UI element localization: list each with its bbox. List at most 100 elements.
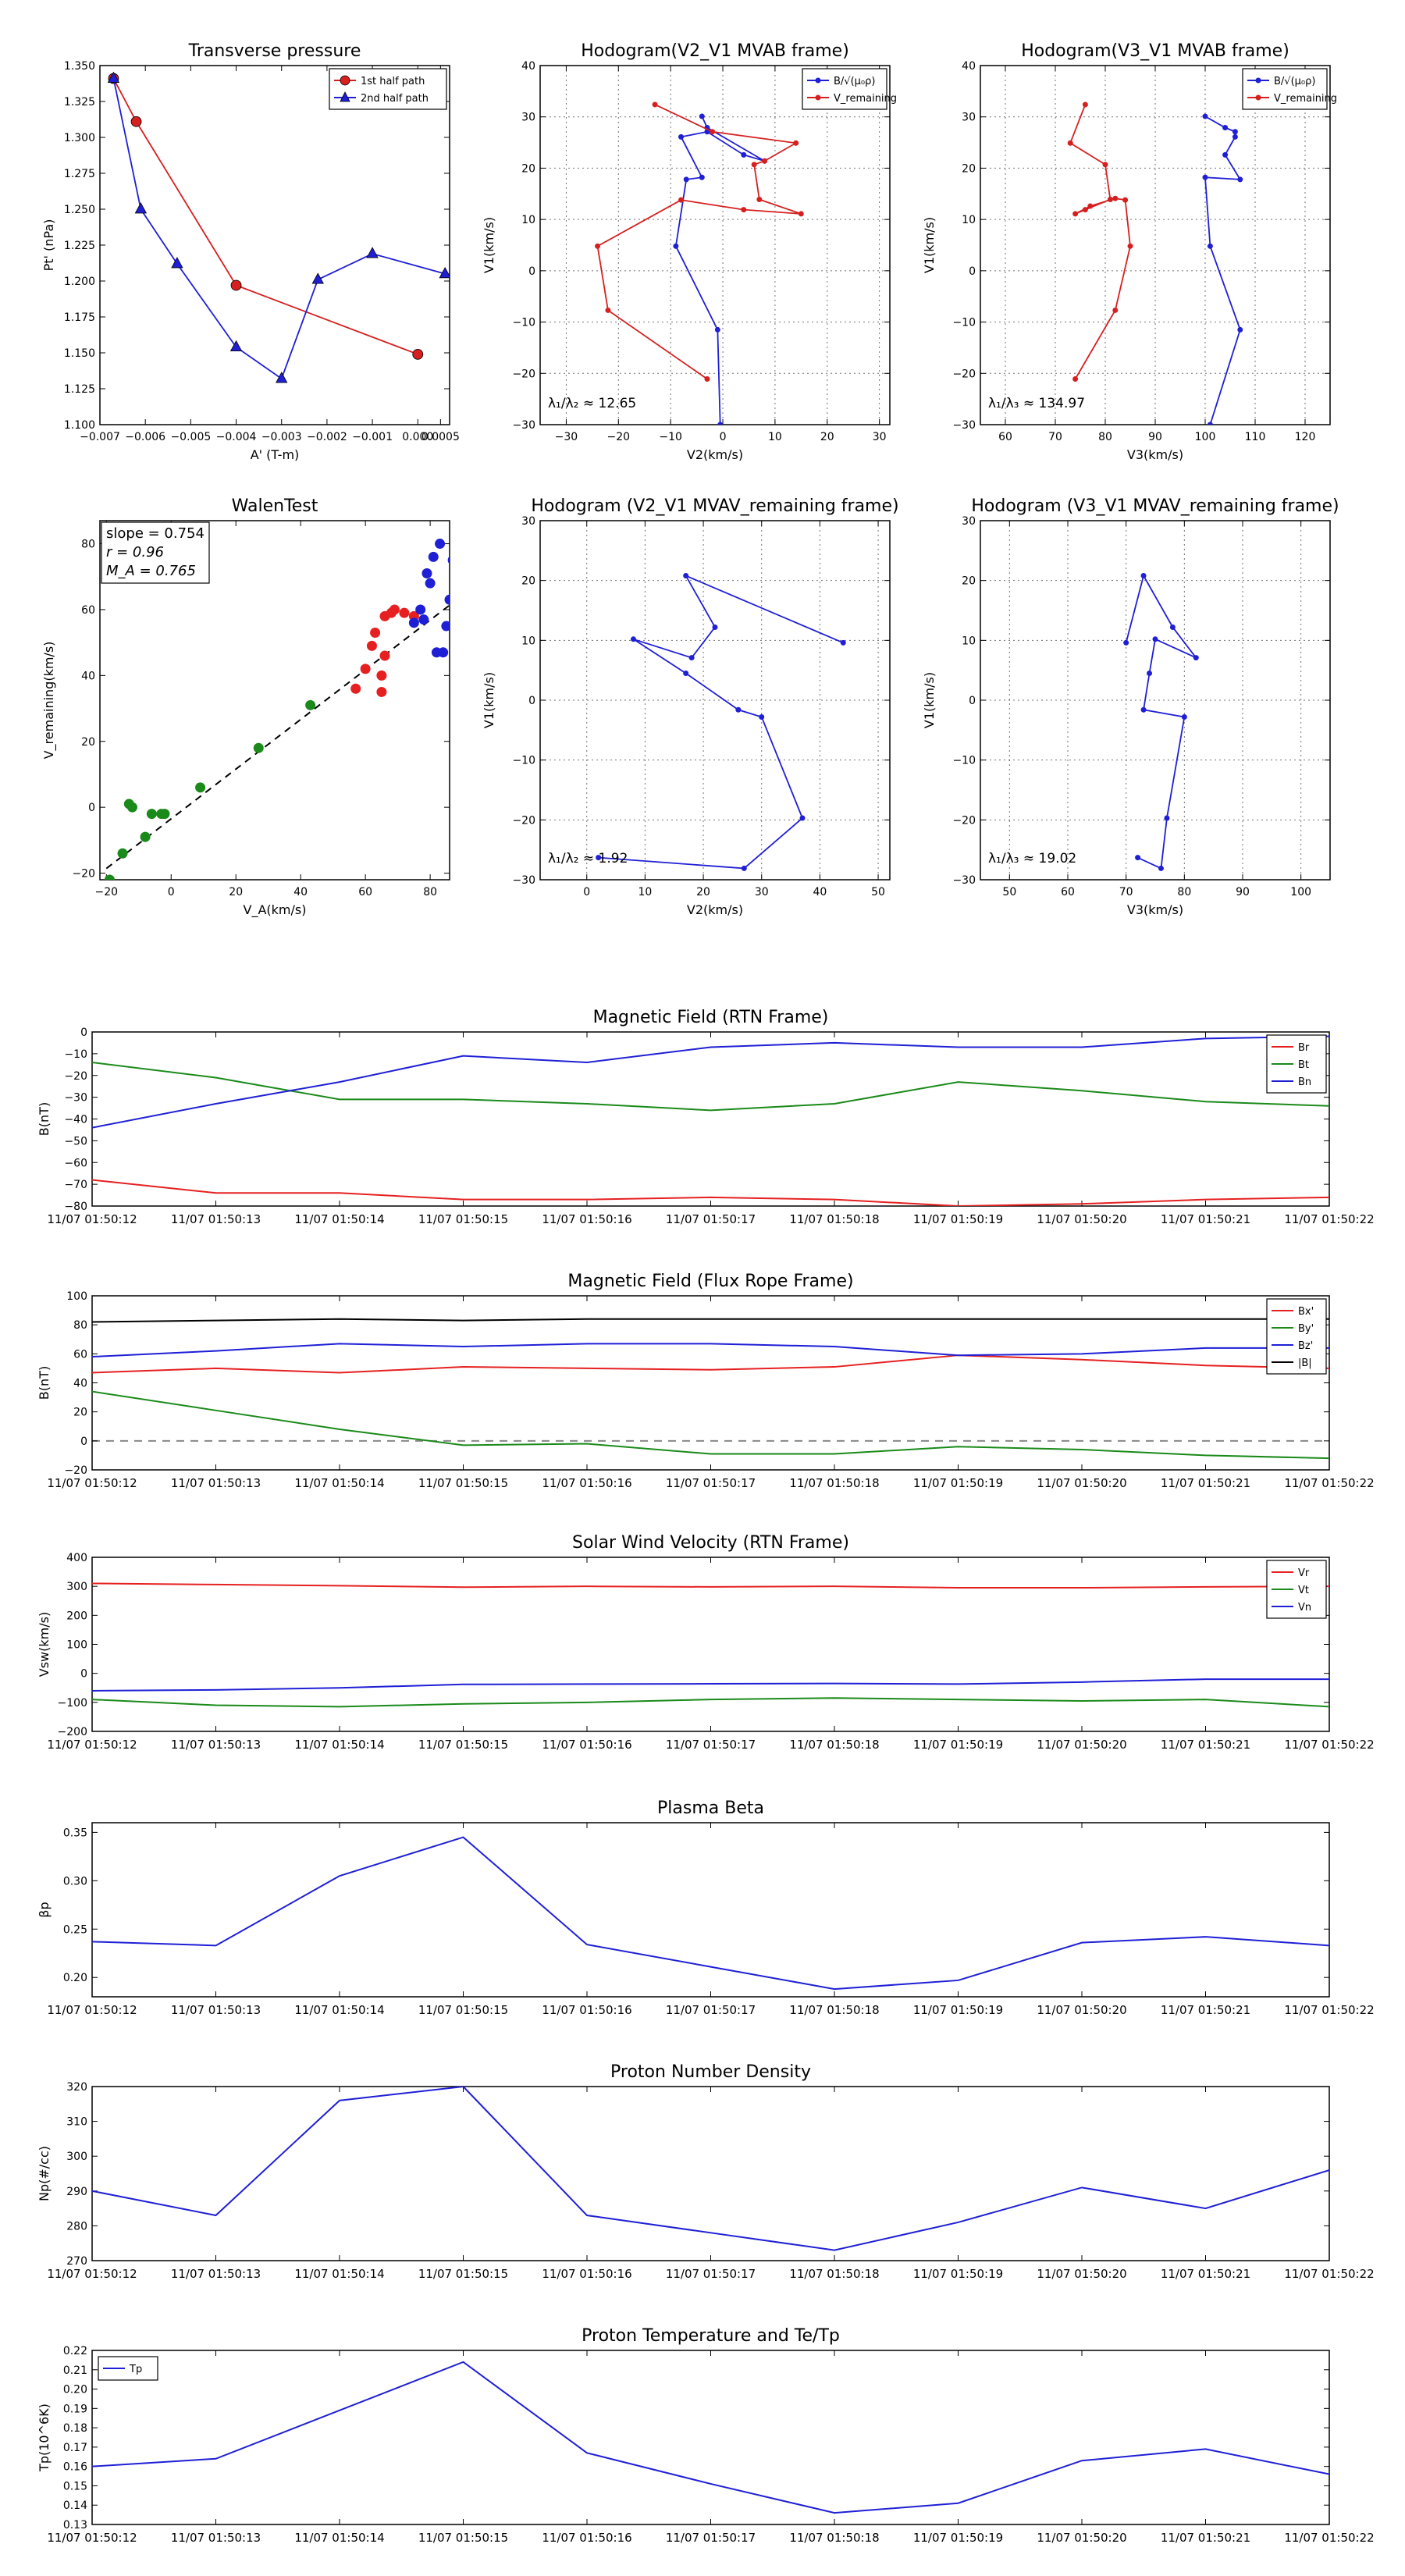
proton-number-density-ytick-label: 310 [66,2116,87,2129]
hodogram-v2-v1-mvab-legend-label: V_remaining [834,93,897,105]
hodogram-v3-v1-mvab-xlabel: V3(km/s) [1127,447,1183,462]
hodogram-v2-v1-mvab-series-0-point [683,176,689,183]
proton-number-density-xtick-label: 11/07 01:50:21 [1161,2267,1250,2281]
walen-test-series-2-point [428,551,439,562]
solar-wind-velocity-xtick-label: 11/07 01:50:18 [789,1738,879,1752]
proton-number-density-xtick-label: 11/07 01:50:16 [542,2267,631,2281]
hodogram-v2-v1-mvab-ytick-label: 0 [528,265,535,278]
transverse-pressure-legend-marker [340,75,350,86]
hodogram-v3-v1-mvav-ylabel: V1(km/s) [922,672,937,728]
hodogram-v3-v1-mvav-ytick-label: −20 [952,814,976,827]
plasma-beta-ytick-label: 0.20 [63,1972,87,1984]
solar-wind-velocity-xtick-label: 11/07 01:50:14 [294,1738,384,1752]
plasma-beta-xtick-label: 11/07 01:50:20 [1037,2003,1126,2017]
hodogram-v3-v1-mvab-series-0-point [1232,129,1238,135]
hodogram-v3-v1-mvav-xtick-label: 50 [1002,886,1016,898]
magnetic-field-rtn-xtick-label: 11/07 01:50:13 [171,1212,261,1226]
proton-number-density-ytick-label: 290 [66,2186,87,2198]
proton-number-density-title: Proton Number Density [610,2062,811,2082]
solar-wind-velocity-legend-label: Vt [1298,1585,1309,1596]
plasma-beta-xtick-label: 11/07 01:50:17 [666,2003,756,2017]
proton-temperature-ytick-label: 0.21 [63,2364,87,2377]
hodogram-v2-v1-mvav-xtick-label: 50 [871,886,885,898]
hodogram-v3-v1-mvab-xtick-label: 90 [1148,431,1162,443]
transverse-pressure-frame [99,65,450,425]
hodogram-v2-v1-mvav-xtick-label: 0 [583,886,590,898]
hodogram-v3-v1-mvab-ytick-label: 0 [969,265,976,278]
solar-wind-velocity-ytick-label: 100 [66,1639,87,1652]
hodogram-v2-v1-mvav-series-0-point [759,713,765,720]
walen-test-stats-r: r = 0.96 [106,544,164,560]
hodogram-v2-v1-mvab-series-1-point [704,376,710,382]
solar-wind-velocity-title: Solar Wind Velocity (RTN Frame) [572,1533,849,1553]
hodogram-v3-v1-mvav-ytick-label: 0 [969,695,976,707]
proton-temperature-xtick-label: 11/07 01:50:20 [1037,2531,1126,2545]
transverse-pressure-series-1-point [276,372,288,383]
transverse-pressure-series-1-point [171,257,183,269]
transverse-pressure-ylabel: Pt' (nPa) [41,219,56,272]
hodogram-v3-v1-mvav-annotation: λ₁/λ₃ ≈ 19.02 [988,851,1076,866]
magnetic-field-flux-rope-data [92,1318,1329,1460]
hodogram-v2-v1-mvab-ytick-label: −10 [512,317,535,329]
walen-test-series-2-point [447,556,450,564]
transverse-pressure-series-1-point [366,247,379,258]
hodogram-v2-v1-mvav-series-0-point [630,636,636,642]
hodogram-v2-v1-mvav-series-0-point [683,573,689,579]
walen-test-series-2-point [415,604,426,615]
hodogram-v2-v1-mvav-series-0-point [840,639,846,646]
hodogram-v3-v1-mvav-ytick-label: −10 [952,755,976,767]
hodogram-v2-v1-mvav-ytick-label: −10 [512,755,535,767]
hodogram-v3-v1-mvab-series-1-point [1067,140,1073,146]
plasma-beta-xtick-label: 11/07 01:50:16 [542,2003,631,2017]
walen-test-ylabel: V_remaining(km/s) [41,642,57,760]
plasma-beta-xtick-label: 11/07 01:50:15 [418,2003,508,2017]
hodogram-v3-v1-mvav-ytick-label: 20 [962,575,976,588]
hodogram-v3-v1-mvav-xtick-label: 80 [1177,886,1191,898]
walen-test-ytick-label: 80 [81,539,95,551]
hodogram-v2-v1-mvab-panel: Hodogram(V2_V1 MVAB frame) −30 −20 −10 0 10 20… [482,41,897,462]
walen-test-series-0-point [146,809,157,820]
transverse-pressure-series-0-point [130,116,142,127]
proton-temperature-ytick-label: 0.15 [63,2480,87,2492]
hodogram-v2-v1-mvav-series-0-point [712,624,718,630]
hodogram-v3-v1-mvav-panel: Hodogram (V3_V1 MVAV_remaining frame) −30… [922,496,1339,917]
hodogram-v2-v1-mvab-series-0-point [678,133,685,140]
proton-temperature-xtick-label: 11/07 01:50:22 [1284,2531,1374,2545]
proton-temperature-frame [91,2350,1330,2525]
magnetic-field-flux-rope-xtick-label: 11/07 01:50:19 [913,1476,1003,1490]
walen-test-series-0-point [305,699,316,710]
hodogram-v2-v1-mvab-frame [539,65,891,425]
proton-temperature-ytick-label: 0.13 [63,2519,87,2532]
hodogram-v3-v1-mvab-series-0-point [1207,422,1213,425]
hodogram-v2-v1-mvab-ytick-label: 30 [521,112,535,124]
magnetic-field-flux-rope-series-3-line [92,1318,1329,1323]
hodogram-v3-v1-mvab-xtick-label: 100 [1195,431,1216,443]
magnetic-field-flux-rope-xtick-label: 11/07 01:50:17 [666,1476,756,1490]
hodogram-v2-v1-mvab-legend-marker [815,94,821,101]
hodogram-v3-v1-mvab-annotation: λ₁/λ₃ ≈ 134.97 [988,396,1085,411]
hodogram-v2-v1-mvab-xtick-label: 10 [768,431,782,443]
walen-test-series-2-point [418,614,429,625]
solar-wind-velocity-xtick-label: 11/07 01:50:21 [1161,1738,1250,1752]
proton-temperature-xtick-label: 11/07 01:50:14 [294,2531,384,2545]
hodogram-v3-v1-mvab-series-1-point [1127,243,1133,249]
magnetic-field-flux-rope-legend-label: Bz' [1298,1340,1313,1352]
hodogram-v2-v1-mvav-xlabel: V2(km/s) [687,902,743,917]
proton-temperature-title: Proton Temperature and Te/Tp [582,2326,840,2346]
hodogram-v2-v1-mvav-ytick-label: −20 [512,814,535,827]
hodogram-v2-v1-mvav-series-0-point [735,706,742,713]
plasma-beta-xtick-label: 11/07 01:50:18 [789,2003,879,2017]
hodogram-v3-v1-mvab-series-0-point [1202,174,1208,180]
plasma-beta-frame [91,1822,1330,1998]
proton-temperature-xtick-label: 11/07 01:50:12 [47,2531,137,2545]
hodogram-v2-v1-mvav-series-0-point [741,865,747,871]
hodogram-v3-v1-mvab-title: Hodogram(V3_V1 MVAB frame) [1021,41,1289,61]
walen-test-stats-box [101,521,210,584]
hodogram-v3-v1-mvab-legend-marker [1255,77,1261,84]
hodogram-v2-v1-mvav-ytick-label: 30 [521,515,535,528]
walen-test-ytick-label: 20 [81,736,95,749]
walen-test-panel: WalenTest −20 0 20 40 60 80 −20 0 20 40 60 80 V_A(km/… [41,496,450,918]
proton-temperature-xtick-label: 11/07 01:50:18 [789,2531,879,2545]
walen-test-series-1-point [370,627,381,638]
walen-test-series-1-point [366,640,377,651]
